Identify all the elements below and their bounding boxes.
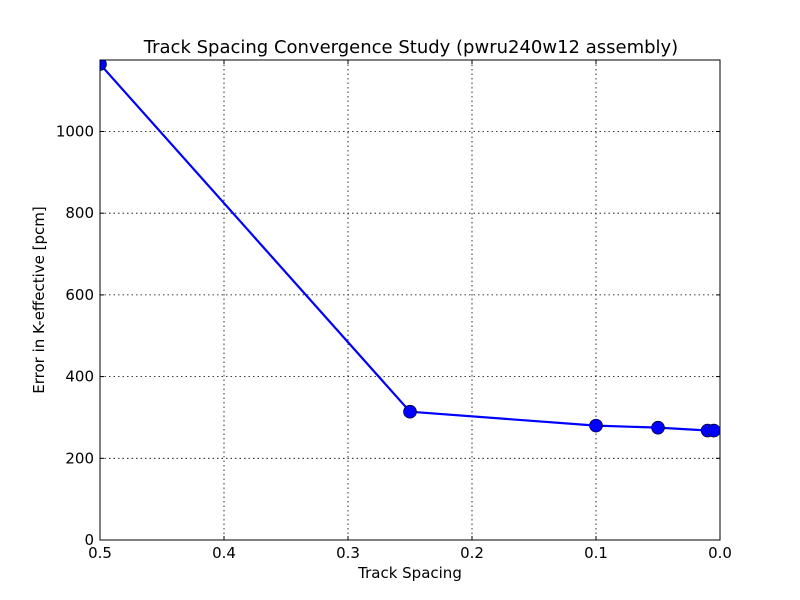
- y-tick-label: 200: [65, 449, 94, 467]
- x-tick-label: 0.5: [88, 544, 112, 562]
- plot-frame: [99, 59, 721, 541]
- series-line: [100, 63, 714, 432]
- x-tick-label: 0.3: [336, 544, 360, 562]
- x-tick-label: 0.2: [460, 544, 484, 562]
- y-tick-label: 600: [65, 286, 94, 304]
- chart-title: Track Spacing Convergence Study (pwru240…: [143, 37, 678, 58]
- x-tick-label: 0.0: [708, 544, 732, 562]
- data-point: [100, 60, 107, 71]
- data-point: [651, 420, 665, 435]
- grid: [100, 60, 720, 540]
- y-tick-label: 400: [65, 368, 94, 386]
- y-axis-label: Error in K-effective [pcm]: [30, 206, 48, 394]
- data-point: [403, 404, 417, 419]
- series-layer: [100, 60, 720, 438]
- x-tick-label: 0.4: [212, 544, 236, 562]
- x-axis-label: Track Spacing: [357, 564, 462, 582]
- data-point: [707, 423, 720, 438]
- y-tick-label: 1000: [56, 122, 94, 140]
- x-tick-label: 0.1: [584, 544, 608, 562]
- y-tick-label: 0: [84, 531, 94, 549]
- data-point: [589, 418, 603, 433]
- y-tick-label: 800: [65, 204, 94, 222]
- axis-ticks: 0.5 0.4 0.3 0.2 0.1 0.0 0 200 400 600 800 1000: [56, 60, 732, 562]
